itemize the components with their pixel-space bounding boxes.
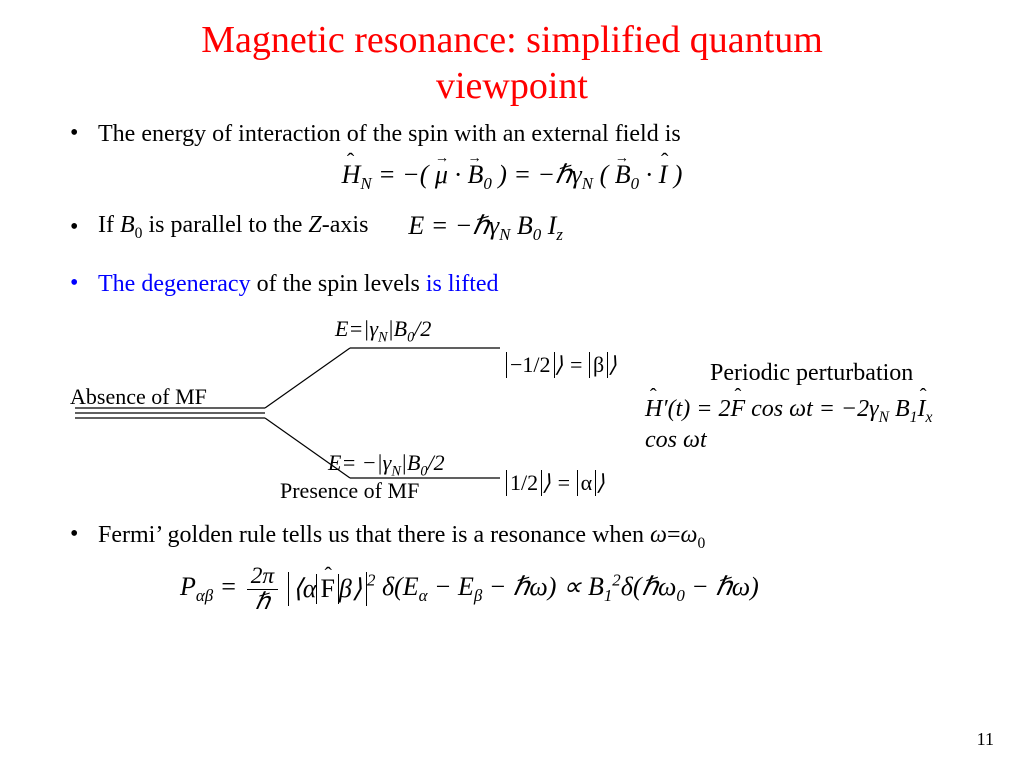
bullet-2: • If B0 is parallel to the Z-axis E = −ℏ… xyxy=(70,211,954,245)
presence-label: Presence of MF xyxy=(280,478,419,504)
bullet-3-text: The degeneracy of the spin levels is lif… xyxy=(98,269,954,300)
bullet-dot: • xyxy=(70,520,98,548)
bullet-1: • The energy of interaction of the spin … xyxy=(70,119,954,150)
bullet-dot: • xyxy=(70,269,98,297)
equation-fermi-golden-rule: Pαβ = 2πℏ ⟨αFβ⟩2 δ(Eα − Eβ − ℏω) ∝ B12δ(… xyxy=(70,564,954,614)
bullet-dot: • xyxy=(70,214,98,241)
energy-lower-label: E= −|γN|B0/2 xyxy=(328,450,445,480)
equation-hamiltonian: HN = −( μ · B0 ) = −ℏγN ( B0 · I ) xyxy=(70,160,954,194)
title-line-1: Magnetic resonance: simplified quantum xyxy=(201,19,823,61)
absence-label: Absence of MF xyxy=(70,384,207,410)
slide-title: Magnetic resonance: simplified quantum v… xyxy=(0,0,1024,109)
energy-upper-label: E=|γN|B0/2 xyxy=(335,316,431,346)
perturbation-equation: H′(t) = 2F cos ωt = −2γN B1Ix cos ωt xyxy=(645,396,954,454)
bullet-dot: • xyxy=(70,119,98,147)
bullet-4: • Fermi’ golden rule tells us that there… xyxy=(70,520,954,554)
equation-energy-z: E = −ℏγN B0 Iz xyxy=(408,211,563,245)
bullet-3: • The degeneracy of the spin levels is l… xyxy=(70,269,954,300)
page-number: 11 xyxy=(977,729,994,750)
slide-body: • The energy of interaction of the spin … xyxy=(0,109,1024,614)
perturbation-title: Periodic perturbation xyxy=(710,360,913,387)
level-splitting-diagram: Absence of MF Presence of MF E=|γN|B0/2 … xyxy=(70,310,954,510)
bullet-4-text: Fermi’ golden rule tells us that there i… xyxy=(98,520,954,554)
title-line-2: viewpoint xyxy=(436,65,588,107)
ket-beta: −1/2⟩ = β⟩ xyxy=(506,352,617,378)
ket-alpha: 1/2⟩ = α⟩ xyxy=(506,470,605,496)
bullet-1-text: The energy of interaction of the spin wi… xyxy=(98,119,954,150)
bullet-2-text: If B0 is parallel to the Z-axis xyxy=(98,212,368,243)
